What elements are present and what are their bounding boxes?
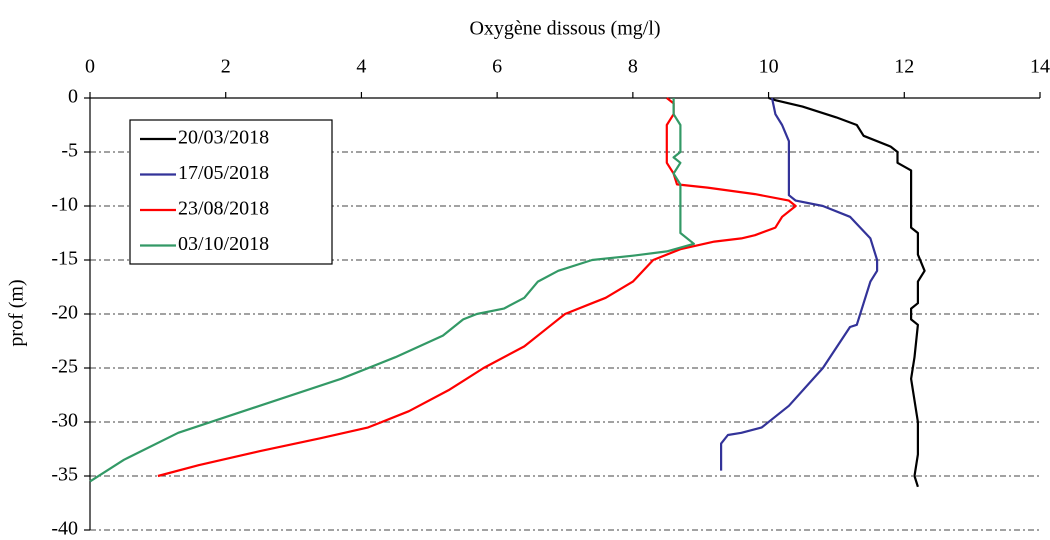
- x-tick-label: 12: [894, 56, 914, 78]
- chart-title: Oxygène dissous (mg/l): [469, 18, 660, 40]
- y-tick-label: -35: [51, 464, 78, 486]
- y-tick-label: -10: [51, 194, 78, 216]
- x-tick-label: 2: [221, 56, 231, 78]
- x-tick-label: 4: [356, 56, 366, 78]
- legend-label: 03/10/2018: [178, 233, 269, 255]
- y-tick-label: -5: [61, 140, 78, 162]
- legend-label: 17/05/2018: [178, 162, 269, 184]
- y-tick-label: -15: [51, 248, 78, 270]
- series-line: [719, 97, 879, 471]
- y-tick-label: -30: [51, 410, 78, 432]
- y-tick-label: -25: [51, 356, 78, 378]
- x-tick-label: 6: [492, 56, 502, 78]
- x-tick-label: 8: [628, 56, 638, 78]
- x-tick-label: 0: [85, 56, 95, 78]
- series-line: [768, 96, 926, 488]
- legend: 20/03/2018 17/05/2018 23/08/2018 03/10/2018: [129, 119, 333, 265]
- series-line: [89, 98, 696, 483]
- legend-label: 20/03/2018: [178, 127, 269, 149]
- y-tick-label: 0: [68, 86, 78, 108]
- y-tick-label: -40: [51, 518, 78, 540]
- y-tick-label: -20: [51, 302, 78, 324]
- legend-label: 23/08/2018: [178, 198, 269, 220]
- legend-box: [129, 119, 333, 265]
- y-axis-label: prof (m): [6, 279, 28, 346]
- x-tick-label: 14: [1030, 56, 1050, 78]
- x-tick-label: 10: [759, 56, 779, 78]
